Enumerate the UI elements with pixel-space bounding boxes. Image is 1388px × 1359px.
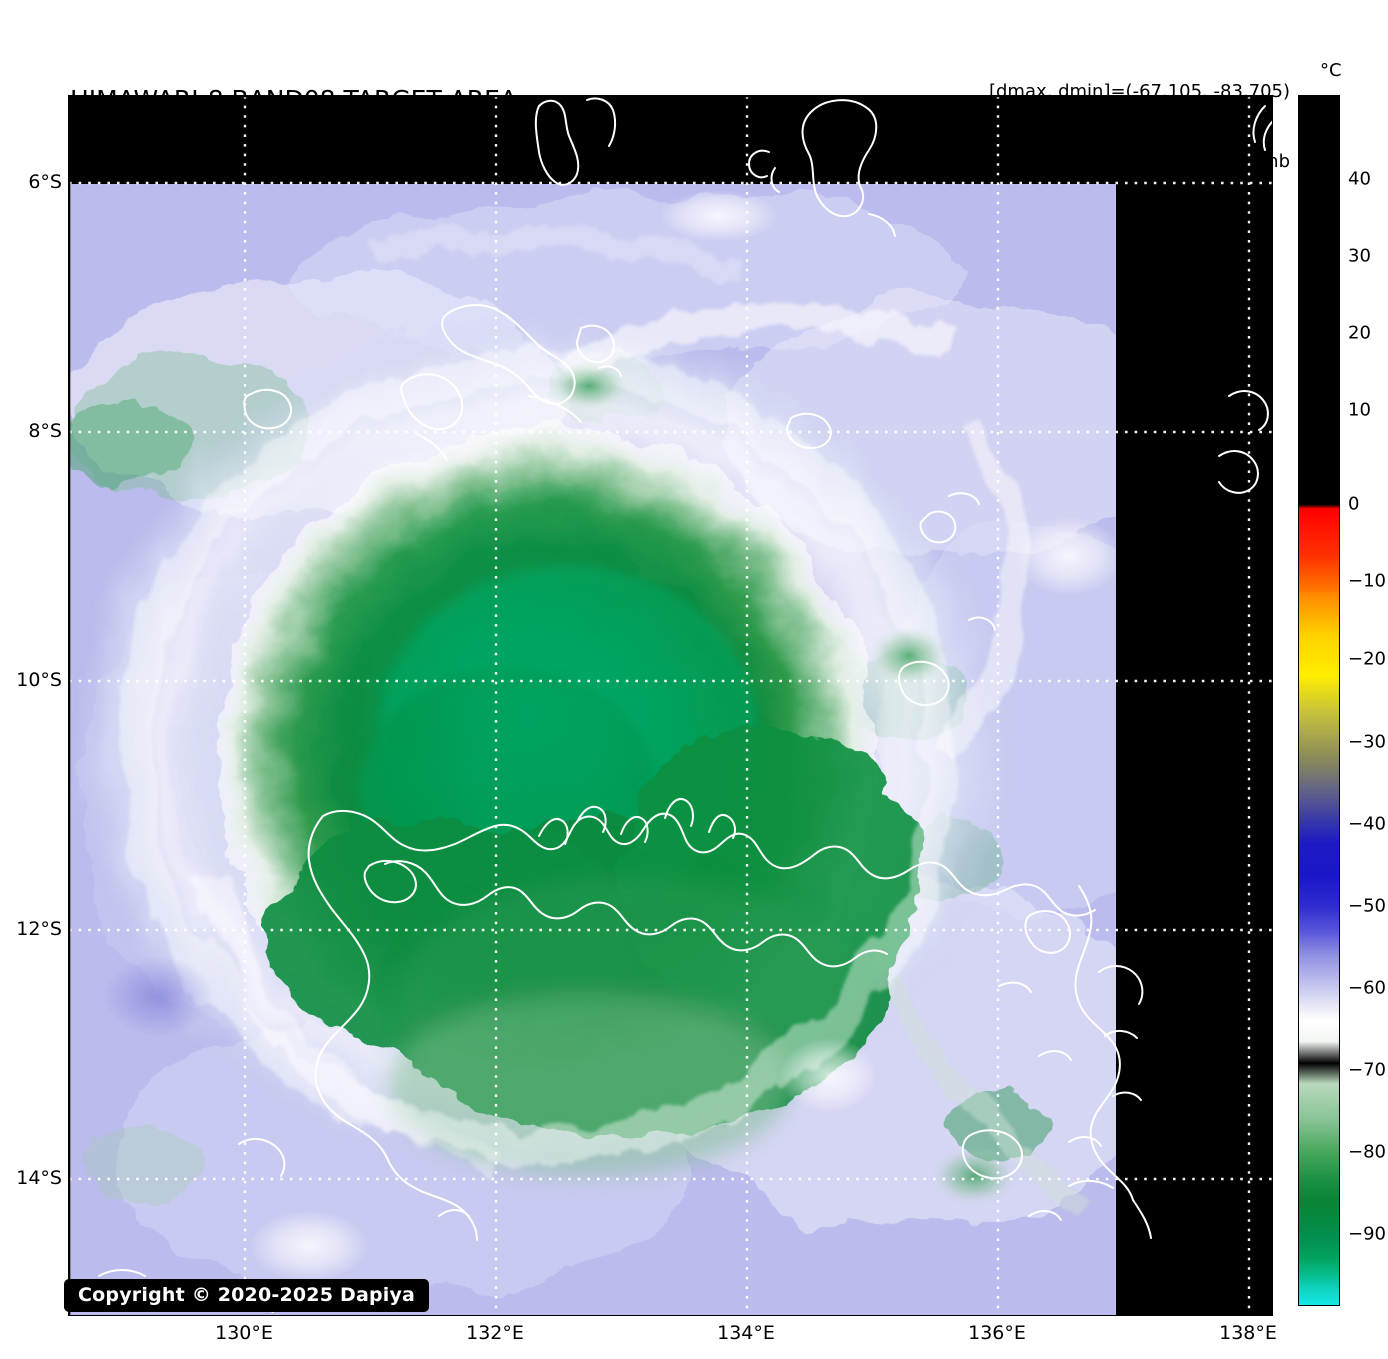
ytick-label-8s: 8°S (28, 420, 62, 442)
ytick-label-14s: 14°S (16, 1167, 62, 1189)
cbar-tick-40: 40 (1348, 168, 1371, 190)
xtick-label-136e: 136°E (968, 1322, 1026, 1344)
cbar-tick-m80: −80 (1348, 1141, 1386, 1163)
colorbar-gradient (1299, 96, 1339, 1305)
cbar-tick-m40: −40 (1348, 813, 1386, 835)
xtick-label-138e: 138°E (1219, 1322, 1277, 1344)
xtick-label-130e: 130°E (215, 1322, 273, 1344)
cloud-patches (104, 190, 1116, 1282)
satellite-imagery (69, 96, 1272, 1315)
cbar-tick-0: 0 (1348, 493, 1360, 515)
ytick-label-6s: 6°S (28, 171, 62, 193)
cbar-tick-30: 30 (1348, 245, 1371, 267)
brightness-temperature-field (69, 184, 1116, 1315)
colorbar-unit-label: °C (1320, 60, 1342, 81)
cbar-tick-m70: −70 (1348, 1059, 1386, 1081)
cbar-tick-m30: −30 (1348, 731, 1386, 753)
cbar-tick-m60: −60 (1348, 977, 1386, 999)
plot-border (69, 96, 1272, 1315)
coastline-overlay (98, 97, 1272, 1313)
colorbar[interactable] (1298, 95, 1340, 1306)
cbar-tick-10: 10 (1348, 399, 1371, 421)
cbar-tick-m10: −10 (1348, 570, 1386, 592)
ytick-label-10s: 10°S (16, 669, 62, 691)
cbar-tick-m20: −20 (1348, 648, 1386, 670)
xtick-label-132e: 132°E (466, 1322, 524, 1344)
cbar-tick-20: 20 (1348, 322, 1371, 344)
satellite-plot-area[interactable] (68, 95, 1273, 1316)
cbar-tick-m50: −50 (1348, 895, 1386, 917)
graticule-gridlines (69, 96, 1272, 1315)
xtick-label-134e: 134°E (717, 1322, 775, 1344)
copyright-badge: Copyright © 2020-2025 Dapiya (64, 1279, 430, 1312)
ytick-label-12s: 12°S (16, 918, 62, 940)
cbar-tick-m90: −90 (1348, 1223, 1386, 1245)
